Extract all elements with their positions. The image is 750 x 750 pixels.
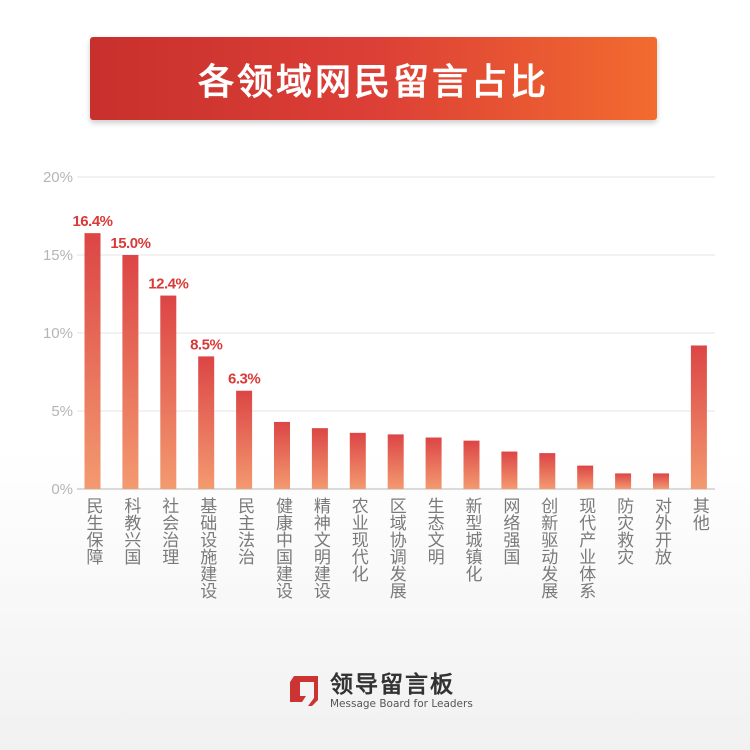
x-category-label: 基础设施建设 [196,497,217,599]
chart-title: 各领域网民留言占比 [197,61,549,103]
y-tick-label: 10% [43,325,73,342]
logo-name-cn: 领导留言板 [330,672,455,698]
x-category-label: 民生保障 [82,497,103,565]
bar [501,451,518,489]
bar [539,453,556,489]
bar [84,233,101,489]
bar [311,428,328,489]
x-category-label: 健康中国建设 [272,497,292,599]
data-label: 6.3% [228,371,260,388]
x-category-label: 防灾救灾 [613,497,634,565]
x-category-label: 现代产业体系 [575,497,596,599]
data-label: 16.4% [72,213,112,230]
data-label: 12.4% [148,276,188,293]
data-label: 15.0% [110,235,150,252]
x-category-label: 精神文明建设 [309,497,330,599]
logo-icon [290,676,318,706]
bar [236,390,253,489]
y-tick-label: 0% [51,481,73,498]
x-category-label: 区域协调发展 [385,497,406,599]
y-tick-label: 5% [51,403,73,420]
y-tick-label: 15% [43,247,73,264]
bar [463,440,480,489]
x-category-label: 网络强国 [499,497,520,565]
y-tick-label: 20% [43,169,73,186]
logo-name-en: Message Board for Leaders [330,698,473,710]
x-category-label: 创新驱动发展 [537,497,558,599]
bar [690,345,707,489]
bar [349,432,366,489]
logo: 领导留言板 Message Board for Leaders [288,672,473,710]
x-category-label: 对外开放 [651,497,671,565]
bar [653,473,669,489]
x-category-label: 新型城镇化 [461,497,482,582]
data-label: 8.5% [190,336,222,353]
x-category-label: 其他 [688,497,709,531]
bar [198,356,215,489]
bar [387,434,404,489]
x-category-label: 生态文明 [423,497,444,565]
bar [615,473,632,489]
chart-title-banner: 各领域网民留言占比 [90,37,657,120]
bar [274,421,290,489]
bar [425,437,442,489]
x-category-label: 科教兴国 [120,497,141,565]
bar [122,255,139,489]
x-category-label: 民主法治 [234,497,255,565]
bar [577,465,594,489]
x-category-label: 社会治理 [158,497,179,565]
bar [160,295,177,489]
x-category-label: 农业现代化 [347,497,368,582]
